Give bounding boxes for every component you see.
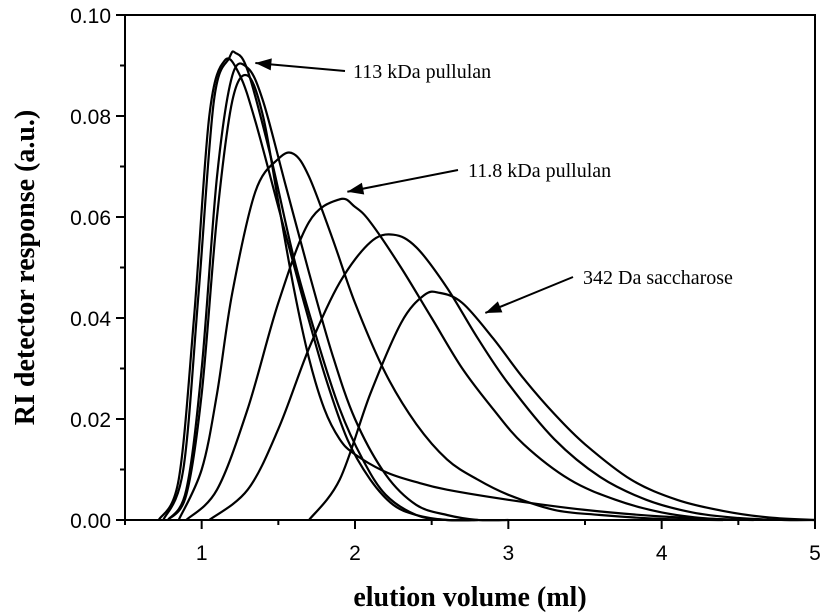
annotation-label: 342 Da saccharose bbox=[583, 267, 733, 289]
series-line-3 bbox=[166, 62, 509, 522]
annotation-arrow-head bbox=[255, 58, 272, 71]
x-axis: 1 2 3 4 5 bbox=[124, 520, 821, 565]
series-line-6 bbox=[185, 197, 754, 522]
y-axis-title: RI detector response (a.u.) bbox=[10, 110, 41, 425]
annotation-label: 11.8 kDa pullulan bbox=[468, 160, 611, 182]
y-axis: 0.00 0.02 0.04 0.06 0.08 0.10 bbox=[70, 5, 125, 533]
x-tick-label: 2 bbox=[349, 542, 361, 565]
y-tick-label: 0.00 bbox=[70, 510, 111, 533]
y-tick-label: 0.10 bbox=[70, 5, 111, 28]
x-axis-title: elution volume (ml) bbox=[353, 582, 586, 613]
y-tick-label: 0.04 bbox=[70, 308, 111, 331]
x-tick-label: 1 bbox=[196, 542, 208, 565]
annotation-label: 113 kDa pullulan bbox=[353, 61, 491, 83]
annotation-arrow-line bbox=[347, 169, 459, 193]
annotation-arrow-head bbox=[347, 182, 365, 195]
curves-group bbox=[157, 50, 816, 522]
series-line-8 bbox=[308, 290, 816, 522]
x-tick-label: 5 bbox=[809, 542, 821, 565]
x-tick-label: 4 bbox=[656, 542, 668, 565]
series-line-5 bbox=[177, 151, 724, 522]
x-tick-label: 3 bbox=[502, 542, 514, 565]
y-tick-label: 0.02 bbox=[70, 409, 111, 432]
y-tick-label: 0.06 bbox=[70, 207, 111, 230]
annotations: 113 kDa pullulan 11.8 kDa pullulan 342 Da … bbox=[255, 58, 733, 314]
y-tick-label: 0.08 bbox=[70, 106, 111, 129]
series-line-7 bbox=[208, 233, 816, 522]
annotation-arrow-head bbox=[485, 301, 503, 313]
